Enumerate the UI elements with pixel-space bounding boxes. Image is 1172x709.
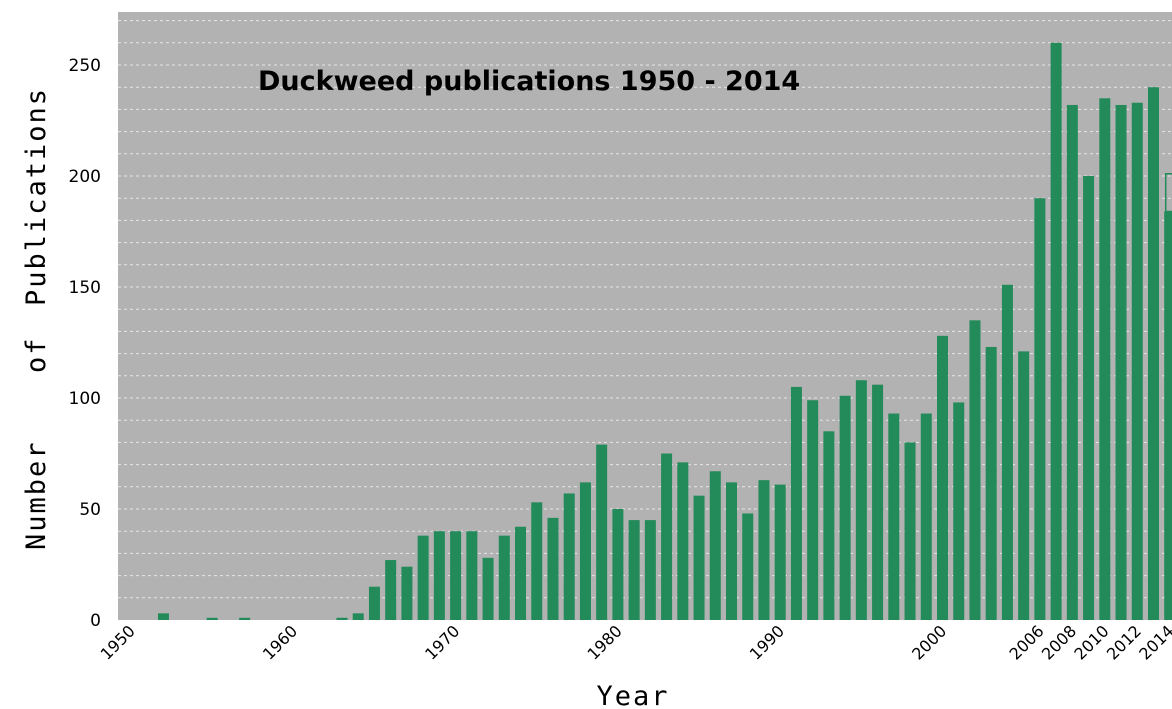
y-tick-label: 250 [69, 56, 101, 76]
outline-2014 [1164, 173, 1172, 213]
x-tick-label: 2008 [1038, 621, 1080, 663]
bar-1995 [855, 380, 867, 620]
bar-2001 [953, 402, 965, 620]
bar-1976 [547, 517, 559, 620]
y-axis-label-word-2: of [21, 336, 52, 373]
x-tick-label: 1990 [746, 621, 788, 663]
bar-1952 [157, 613, 169, 620]
bar-1955 [206, 617, 218, 620]
bar-2012 [1131, 102, 1143, 621]
bar-1963 [336, 617, 348, 620]
bar-1966 [385, 560, 397, 620]
chart-title: Duckweed publications 1950 - 2014 [258, 66, 800, 97]
bar-2002 [969, 320, 981, 620]
x-tick-label: 2012 [1103, 621, 1145, 663]
bar-1988 [742, 513, 754, 620]
bar-1984 [677, 462, 689, 620]
x-tick-label: 1980 [584, 621, 626, 663]
bar-2010 [1099, 98, 1111, 621]
bar-1993 [823, 431, 835, 620]
y-tick-label: 0 [90, 611, 101, 631]
bar-2011 [1115, 104, 1127, 620]
bar-2004 [1001, 284, 1013, 620]
bar-1978 [579, 482, 591, 620]
bar-1965 [368, 586, 380, 620]
bar-1969 [433, 531, 445, 620]
y-axis-label: Number of Publications [21, 87, 52, 550]
bar-1975 [531, 502, 543, 620]
y-tick-labels: 0 50 100 150 200 250 [69, 56, 101, 631]
x-tick-label: 2006 [1005, 621, 1047, 663]
bar-1991 [790, 386, 802, 620]
bar-1957 [239, 617, 251, 620]
bar-1987 [726, 482, 738, 620]
bar-1972 [482, 557, 494, 620]
bar-1986 [709, 471, 721, 620]
bar-1973 [498, 535, 510, 620]
bar-2005 [1018, 351, 1030, 620]
bar-2009 [1083, 176, 1095, 620]
bar-2007 [1050, 42, 1062, 621]
bar-1998 [904, 442, 916, 620]
bar-2003 [985, 346, 997, 620]
y-axis-label-word-1: Number [21, 440, 52, 550]
y-tick-label: 200 [69, 167, 101, 187]
y-tick-label: 100 [69, 389, 101, 409]
bar-1989 [758, 480, 770, 620]
bar-1967 [401, 566, 413, 620]
bar-1980 [612, 509, 624, 620]
bar-2008 [1066, 104, 1078, 620]
bar-1971 [466, 531, 478, 620]
bar-1982 [644, 520, 656, 620]
bar-1999 [920, 413, 932, 620]
bar-1964 [352, 613, 364, 620]
x-tick-label: 1950 [97, 621, 139, 663]
bars [157, 42, 1172, 621]
bar-1977 [563, 493, 575, 620]
x-tick-label: 2014 [1135, 621, 1172, 663]
bar-2006 [1034, 198, 1046, 620]
bar-1981 [628, 520, 640, 620]
x-tick-label: 2000 [908, 621, 950, 663]
bar-1983 [661, 453, 673, 620]
bar-1996 [872, 384, 884, 620]
x-tick-label: 1970 [421, 621, 463, 663]
bar-1997 [888, 413, 900, 620]
bar-1974 [515, 526, 527, 620]
bar-1968 [417, 535, 429, 620]
bar-2013 [1147, 87, 1159, 620]
y-tick-label: 150 [69, 278, 101, 298]
partial-year-outline [1164, 173, 1172, 213]
x-axis-label: Year [596, 681, 669, 709]
bar-1970 [450, 531, 462, 620]
bar-2014 [1164, 211, 1172, 620]
x-tick-labels: 1950 1960 1970 1980 1990 2000 2006200820102012… [97, 621, 1172, 663]
bar-1985 [693, 495, 705, 620]
x-tick-label: 1960 [259, 621, 301, 663]
bar-1979 [596, 444, 608, 620]
y-axis-label-word-3: Publications [21, 87, 52, 306]
y-tick-label: 50 [79, 500, 101, 520]
bar-1994 [839, 395, 851, 620]
bar-1990 [774, 484, 786, 620]
bar-1992 [807, 400, 819, 620]
bar-2000 [937, 335, 948, 620]
x-tick-label: 2010 [1070, 621, 1112, 663]
